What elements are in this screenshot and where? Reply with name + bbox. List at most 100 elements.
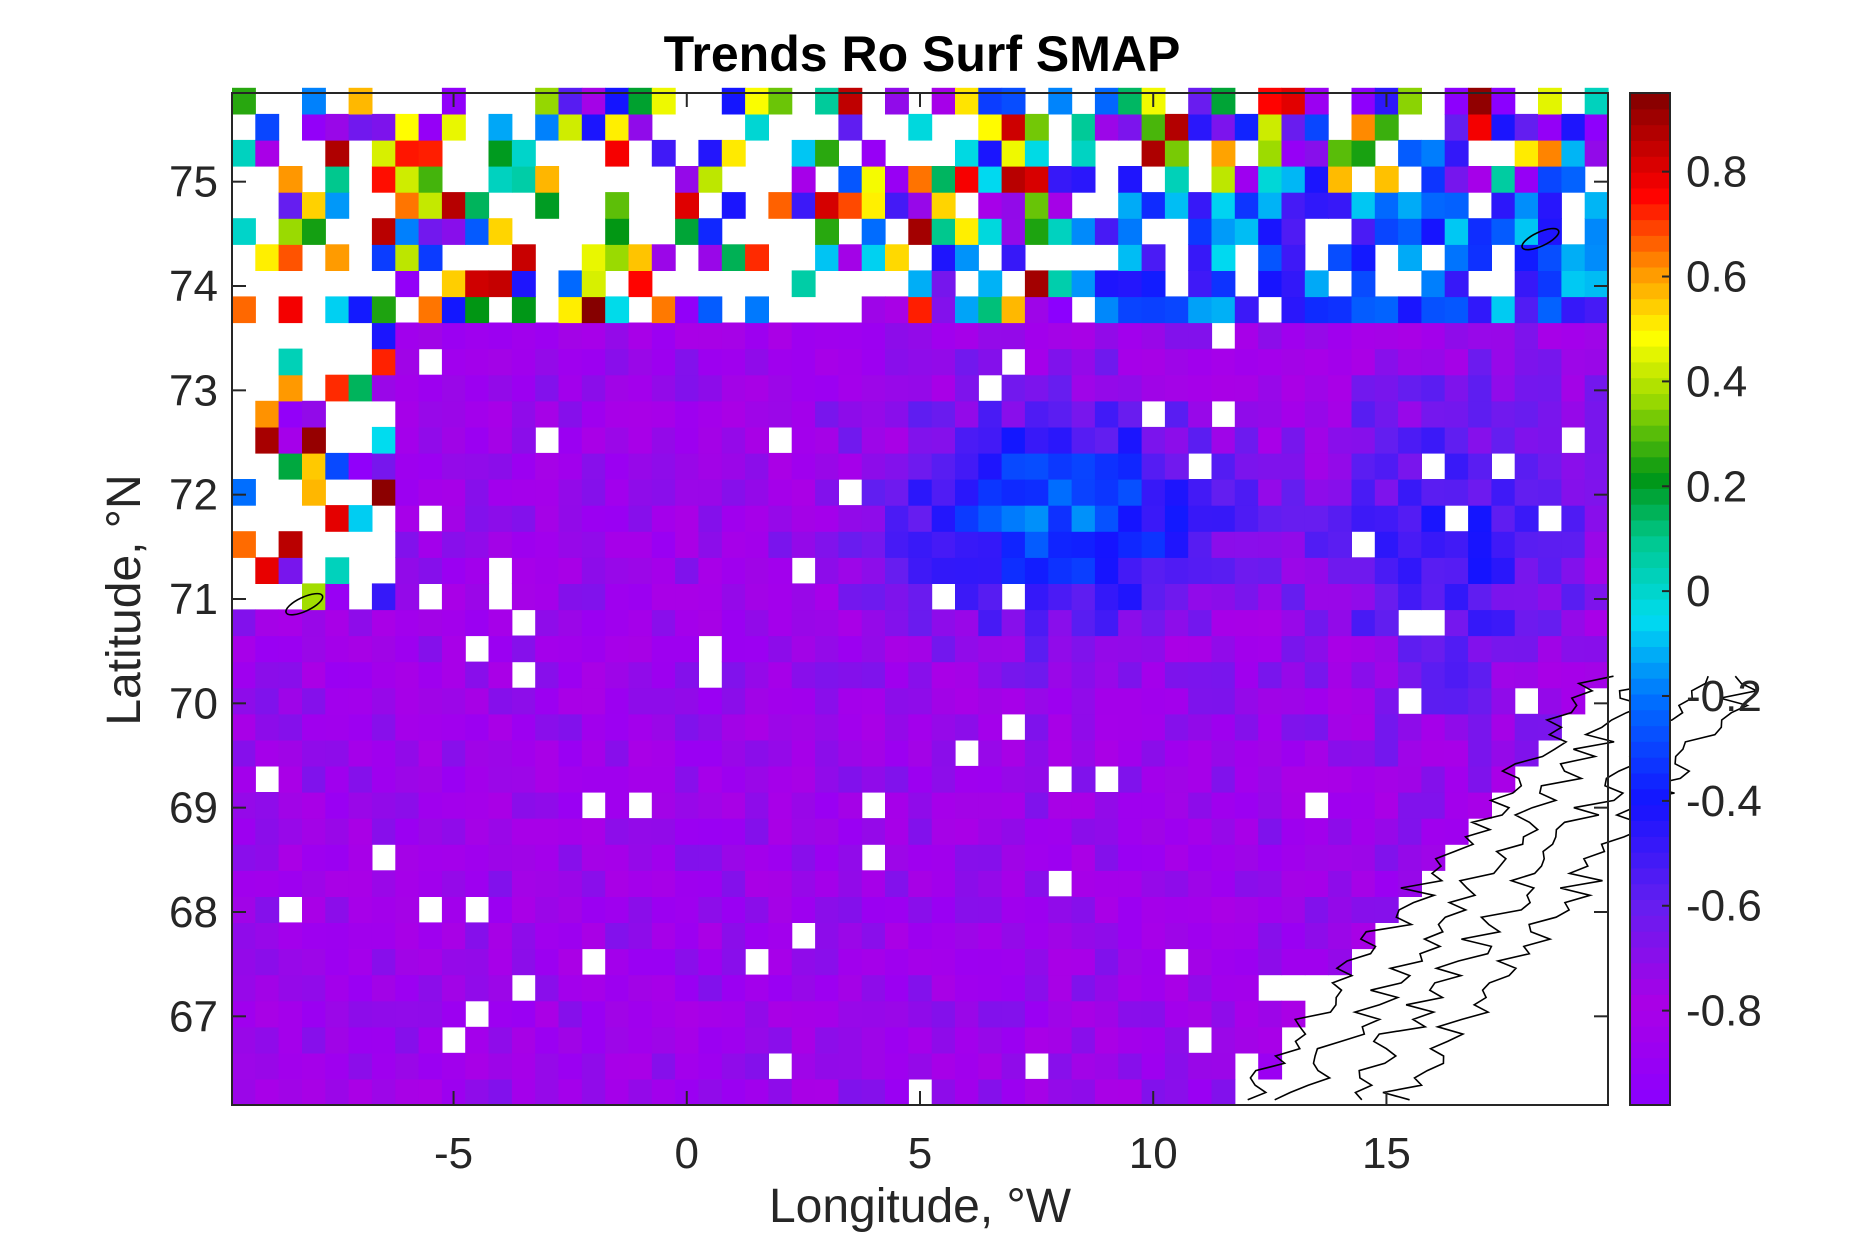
heatmap-cell: [535, 818, 560, 845]
heatmap-cell: [1538, 609, 1562, 637]
heatmap-cell: [1188, 687, 1213, 715]
heatmap-cell: [1164, 296, 1189, 324]
heatmap-cell: [255, 818, 280, 845]
heatmap-cell: [1491, 609, 1516, 637]
heatmap-cell: [675, 1026, 699, 1054]
heatmap-cell: [1491, 531, 1516, 558]
heatmap-cell: [441, 1052, 466, 1080]
heatmap-cell: [371, 739, 396, 767]
heatmap-cell: [1351, 348, 1376, 376]
heatmap-cell: [1398, 426, 1422, 454]
heatmap-cell: [1024, 400, 1049, 428]
heatmap-cell: [441, 635, 466, 663]
heatmap-cell: [885, 792, 909, 819]
heatmap-cell: [815, 348, 839, 376]
heatmap-cell: [955, 635, 979, 663]
heatmap-cell: [1561, 270, 1586, 298]
heatmap-cell: [861, 139, 886, 167]
heatmap-cell: [535, 896, 560, 923]
heatmap-cell: [418, 609, 443, 637]
heatmap-cell: [1491, 192, 1516, 219]
heatmap-cell: [1234, 531, 1259, 558]
heatmap-cell: [698, 1052, 723, 1080]
heatmap-cell: [1561, 452, 1586, 480]
heatmap-cell: [1304, 374, 1329, 402]
heatmap-cell: [768, 192, 793, 219]
y-tick-label: 67: [169, 992, 218, 1041]
heatmap-cell: [1584, 374, 1609, 402]
heatmap-cell: [371, 218, 396, 245]
heatmap-cell: [908, 844, 933, 871]
heatmap-cell: [815, 1052, 839, 1080]
heatmap-cell: [1211, 635, 1236, 663]
heatmap-cell: [955, 505, 979, 532]
heatmap-cell: [535, 713, 560, 741]
heatmap-cell: [1118, 452, 1143, 480]
heatmap-cell: [581, 557, 606, 584]
heatmap-cell: [628, 113, 653, 141]
heatmap-cell: [1374, 609, 1399, 637]
heatmap-cell: [1234, 974, 1259, 1002]
heatmap-cell: [768, 87, 793, 115]
heatmap-cell: [1584, 505, 1609, 532]
y-tick-label: 70: [169, 679, 218, 728]
heatmap-cell: [628, 505, 653, 532]
heatmap-cell: [302, 661, 326, 689]
heatmap-cell: [908, 713, 933, 741]
heatmap-cell: [1071, 687, 1096, 715]
heatmap-cell: [325, 844, 350, 871]
heatmap-cell: [791, 192, 816, 219]
heatmap-cell: [1164, 557, 1189, 584]
x-tick-label: 5: [908, 1129, 932, 1178]
heatmap-cell: [465, 844, 490, 871]
heatmap-cell: [371, 765, 396, 793]
heatmap-cell: [1164, 531, 1189, 558]
heatmap-cell: [861, 452, 886, 480]
heatmap-cell: [1118, 687, 1143, 715]
heatmap-cell: [605, 765, 630, 793]
heatmap-cell: [605, 792, 630, 819]
heatmap-cell: [768, 400, 793, 428]
heatmap-cell: [1211, 479, 1236, 506]
heatmap-cell: [698, 844, 723, 871]
heatmap-cell: [465, 505, 490, 532]
heatmap-cell: [1374, 765, 1399, 793]
heatmap-cell: [1374, 452, 1399, 480]
heatmap-cell: [488, 818, 513, 845]
heatmap-cell: [395, 113, 420, 141]
heatmap-cell: [745, 844, 769, 871]
heatmap-cell: [511, 296, 536, 324]
heatmap-cell: [628, 896, 653, 923]
heatmap-cell: [1398, 452, 1422, 480]
heatmap-cell: [978, 818, 1003, 845]
heatmap-cell: [1211, 922, 1236, 950]
heatmap-cell: [1281, 139, 1306, 167]
heatmap-cell: [488, 661, 513, 689]
heatmap-cell: [838, 426, 863, 454]
heatmap-cell: [978, 948, 1003, 976]
heatmap-cell: [1351, 896, 1376, 923]
heatmap-cell: [978, 479, 1003, 506]
heatmap-cell: [395, 583, 420, 611]
heatmap-cell: [1491, 348, 1516, 376]
heatmap-cell: [581, 844, 606, 871]
heatmap-cell: [978, 452, 1003, 480]
heatmap-cell: [745, 1026, 769, 1054]
heatmap-cell: [1141, 661, 1166, 689]
heatmap-cell: [441, 792, 466, 819]
heatmap-cell: [558, 113, 583, 141]
heatmap-cell: [861, 870, 886, 897]
heatmap-cell: [511, 922, 536, 950]
colorbar-level: [1630, 836, 1670, 853]
heatmap-cell: [1024, 765, 1049, 793]
heatmap-cell: [885, 844, 909, 871]
heatmap-cell: [1071, 896, 1096, 923]
heatmap-cell: [1211, 348, 1236, 376]
heatmap-cell: [1118, 792, 1143, 819]
heatmap-cell: [1328, 661, 1352, 689]
heatmap-cell: [698, 557, 723, 584]
heatmap-cell: [1281, 896, 1306, 923]
heatmap-cell: [535, 974, 560, 1002]
heatmap-cell: [1141, 583, 1166, 611]
heatmap-cell: [931, 452, 956, 480]
